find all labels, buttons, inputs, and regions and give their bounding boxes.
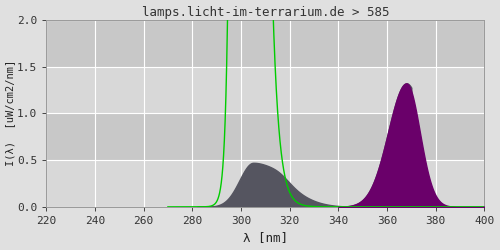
Bar (46, 66, 484, 113)
Y-axis label: I(λ)  [uW/cm2/nm]: I(λ) [uW/cm2/nm] (6, 60, 16, 166)
Bar (46, 113, 484, 160)
Bar (46, 160, 484, 207)
Title: lamps.licht-im-terrarium.de > 585: lamps.licht-im-terrarium.de > 585 (142, 6, 389, 18)
X-axis label: λ [nm]: λ [nm] (243, 232, 288, 244)
Bar (46, 20, 484, 66)
